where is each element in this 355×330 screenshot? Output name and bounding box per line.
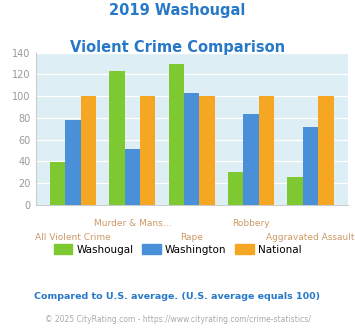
Bar [184, 93, 200, 205]
Text: All Violent Crime: All Violent Crime [35, 233, 111, 242]
Bar [200, 96, 215, 205]
Text: Robbery: Robbery [232, 219, 270, 228]
Text: Aggravated Assault: Aggravated Assault [266, 233, 355, 242]
Bar [259, 96, 274, 205]
Bar [169, 64, 184, 205]
Text: Murder & Mans...: Murder & Mans... [94, 219, 171, 228]
Bar [81, 96, 96, 205]
Bar [244, 114, 259, 205]
Bar [50, 162, 65, 205]
Bar [125, 149, 140, 205]
Text: 2019 Washougal: 2019 Washougal [109, 3, 246, 18]
Bar [318, 96, 334, 205]
Bar [109, 71, 125, 205]
Text: Violent Crime Comparison: Violent Crime Comparison [70, 40, 285, 54]
Text: Rape: Rape [180, 233, 203, 242]
Bar [228, 172, 244, 205]
Bar [65, 120, 81, 205]
Text: © 2025 CityRating.com - https://www.cityrating.com/crime-statistics/: © 2025 CityRating.com - https://www.city… [45, 315, 310, 324]
Bar [303, 126, 318, 205]
Text: Compared to U.S. average. (U.S. average equals 100): Compared to U.S. average. (U.S. average … [34, 292, 321, 301]
Legend: Washougal, Washington, National: Washougal, Washington, National [49, 240, 306, 259]
Bar [287, 178, 303, 205]
Bar [140, 96, 155, 205]
